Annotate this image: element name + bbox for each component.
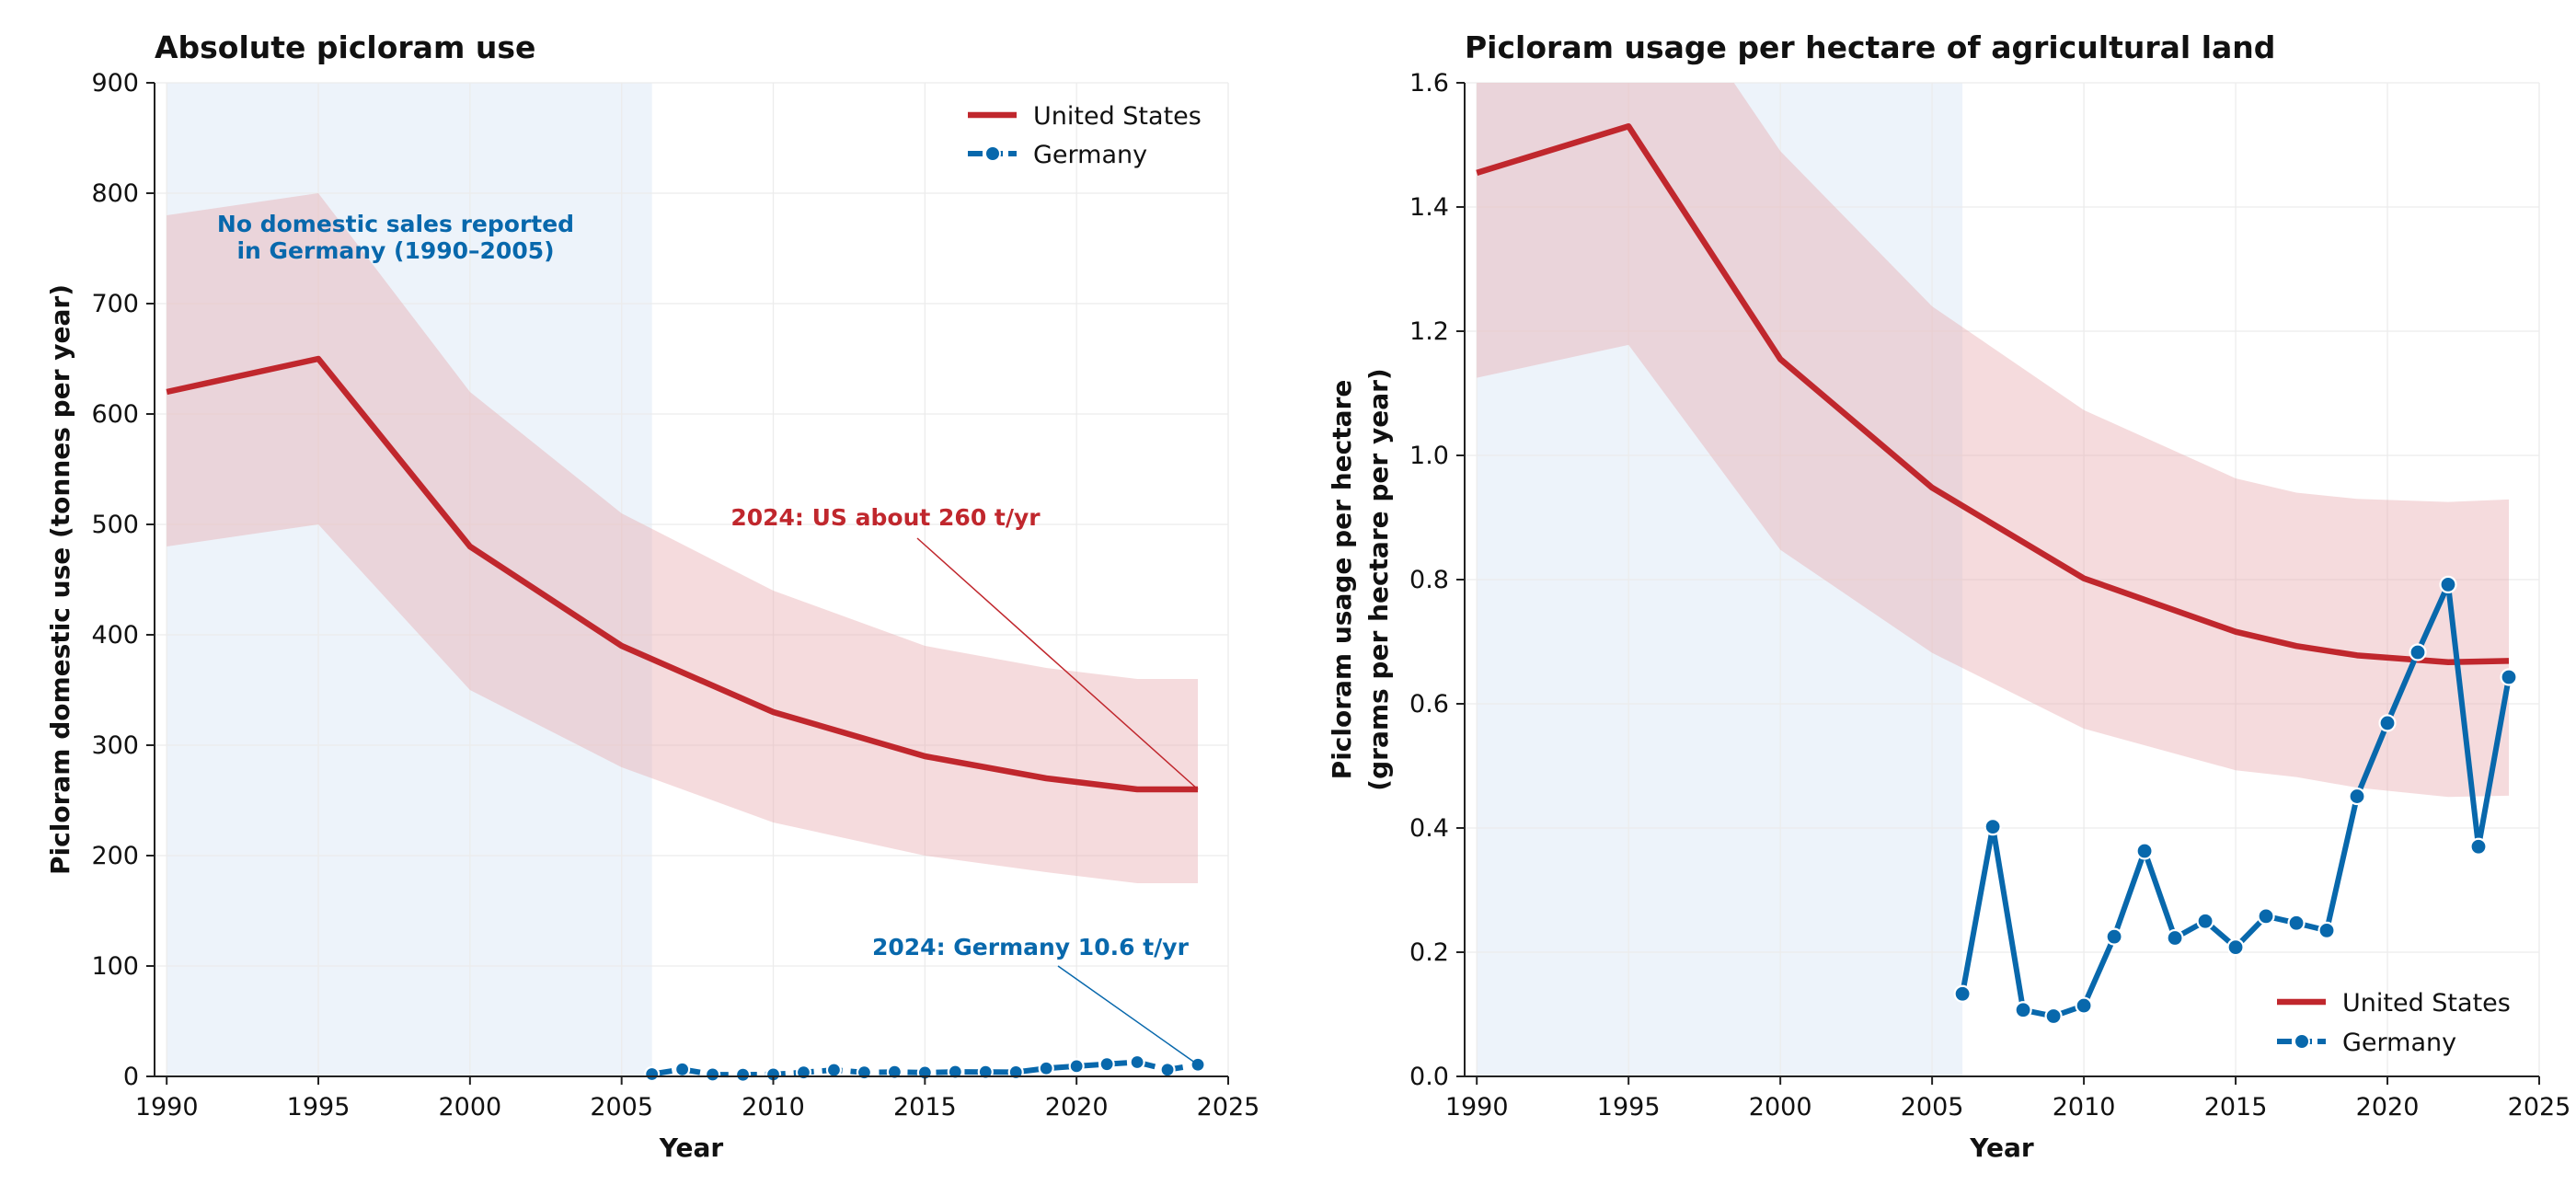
legend-germany-label: Germany	[2342, 1029, 2456, 1057]
germany-data-point	[1984, 818, 2002, 836]
x-tick-label: 2005	[590, 1093, 653, 1121]
germany-data-point	[644, 1065, 661, 1083]
y-tick-label: 100	[91, 952, 139, 981]
annotation-no-sales-years: in Germany (1990–2005)	[236, 237, 554, 264]
germany-data-point	[2378, 714, 2397, 732]
legend: United States Germany	[968, 102, 1202, 169]
germany-data-point	[734, 1066, 752, 1083]
y-tick-label: 200	[91, 842, 139, 870]
x-tick-label: 1990	[135, 1093, 199, 1121]
y-tick-label: 0.2	[1409, 938, 1449, 967]
y-axis-label-units: (grams per hectare per year)	[1363, 368, 1394, 790]
x-tick-label: 1990	[1445, 1093, 1509, 1121]
x-tick-label: 2005	[1901, 1093, 1964, 1121]
y-tick-label: 300	[91, 731, 139, 760]
y-tick-label: 1.0	[1409, 442, 1449, 470]
x-tick-label: 2000	[1749, 1093, 1812, 1121]
no-data-span	[167, 83, 652, 1076]
x-tick-label: 2025	[1197, 1093, 1260, 1121]
germany-data-point	[1098, 1056, 1115, 1073]
germany-data-point	[2014, 1001, 2032, 1019]
germany-data-point	[2166, 928, 2184, 948]
germany-data-point	[704, 1066, 721, 1083]
us-series-line	[1476, 123, 2510, 666]
y-tick-label: 1.2	[1409, 317, 1449, 346]
y-tick-label: 0.4	[1409, 814, 1449, 843]
y-axis-label: Picloram domestic use (tonnes per year)	[45, 284, 75, 875]
y-tick-label: 800	[91, 179, 139, 208]
chart-absolute-use: 0 100 200 300 400 500 600 700 800 900 1990 1995 2000…	[45, 29, 1259, 1163]
annotation-us-2024: 2024: US about 260 t/yr	[730, 504, 1041, 531]
germany-data-point	[947, 1064, 963, 1080]
germany-data-point	[1953, 984, 1972, 1003]
annotation-us-arrow	[916, 537, 1199, 790]
germany-data-point	[977, 1064, 994, 1080]
germany-data-point	[2348, 787, 2366, 806]
x-tick-label: 2010	[2053, 1093, 2116, 1121]
germany-data-point	[2317, 921, 2336, 939]
y-tick-label: 1.4	[1409, 193, 1449, 222]
x-tick-label: 2015	[893, 1093, 957, 1121]
germany-data-point	[2226, 937, 2245, 957]
annotation-germany-2024: 2024: Germany 10.6 t/yr	[872, 934, 1190, 960]
x-tick-label: 2025	[2508, 1093, 2571, 1121]
germany-data-point	[1038, 1060, 1054, 1076]
annotation-no-sales: No domestic sales reported	[217, 211, 574, 237]
chart-title: Absolute picloram use	[155, 29, 535, 65]
x-tick-label: 2015	[2204, 1093, 2268, 1121]
y-tick-label: 600	[91, 400, 139, 429]
y-tick-label: 0.8	[1409, 566, 1449, 594]
germany-data-point	[2287, 914, 2306, 932]
y-tick-label: 0.6	[1409, 690, 1449, 719]
x-axis-label: Year	[1969, 1133, 2034, 1163]
chart-title: Picloram usage per hectare of agricultur…	[1465, 29, 2275, 65]
germany-data-point	[2439, 575, 2457, 594]
germany-data-point	[2469, 837, 2488, 856]
y-axis-label: Picloram usage per hectare	[1327, 380, 1357, 780]
legend: United States Germany	[2277, 989, 2511, 1057]
germany-data-point	[2044, 1006, 2063, 1026]
legend-germany-marker	[2294, 1033, 2310, 1050]
y-tick-label: 500	[91, 511, 139, 539]
germany-data-point	[674, 1061, 691, 1077]
x-tick-label: 2000	[438, 1093, 501, 1121]
legend-germany-label: Germany	[1033, 141, 1147, 169]
x-tick-label: 1995	[1597, 1093, 1661, 1121]
germany-data-point	[2105, 927, 2123, 946]
germany-data-point	[2257, 907, 2275, 926]
y-tick-label: 0	[123, 1063, 139, 1091]
y-tick-label: 900	[91, 69, 139, 98]
legend-us-label: United States	[2342, 989, 2511, 1018]
us-uncertainty-band	[1477, 83, 2510, 798]
us-uncertainty-band	[167, 193, 1199, 883]
legend-us-label: United States	[1033, 102, 1202, 131]
germany-data-point	[2409, 643, 2427, 661]
x-tick-label: 2020	[1045, 1093, 1109, 1121]
legend-germany-marker	[984, 145, 1001, 162]
germany-data-point	[2075, 996, 2093, 1015]
germany-data-point	[2135, 842, 2154, 860]
y-tick-label: 400	[91, 621, 139, 650]
x-tick-label: 2020	[2356, 1093, 2420, 1121]
y-tick-label: 0.0	[1409, 1063, 1449, 1091]
y-tick-label: 1.6	[1409, 69, 1449, 98]
us-series-line	[166, 355, 1199, 793]
germany-data-point	[2500, 668, 2518, 686]
y-tick-label: 700	[91, 290, 139, 318]
x-tick-label: 1995	[287, 1093, 351, 1121]
germany-data-point	[886, 1064, 903, 1080]
germany-data-point	[825, 1062, 843, 1078]
x-axis-label: Year	[659, 1133, 724, 1163]
x-tick-label: 2010	[742, 1093, 805, 1121]
germany-data-point	[1159, 1062, 1176, 1078]
germany-data-point	[2196, 912, 2214, 930]
germany-data-point	[1068, 1058, 1085, 1075]
annotation-germany-arrow	[1057, 965, 1199, 1065]
germany-data-point	[1129, 1053, 1145, 1071]
chart-use-per-hectare: 0.0 0.2 0.4 0.6 0.8 1.0 1.2 1.4 1.6 1990 1995 2000 2…	[1327, 29, 2571, 1163]
